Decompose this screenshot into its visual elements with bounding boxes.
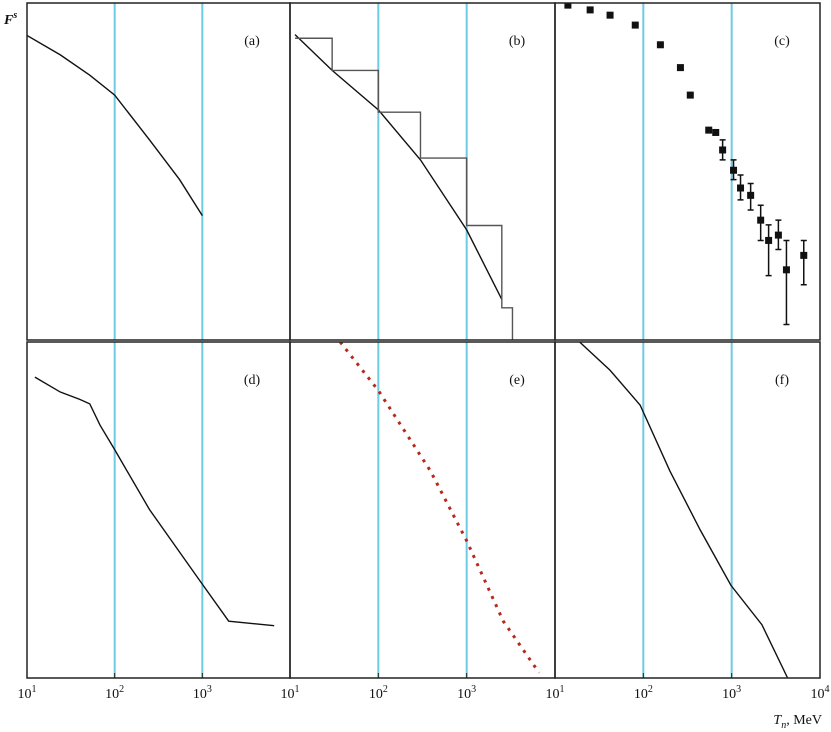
x-title-unit: , MeV (786, 713, 822, 728)
x-tick-label: 102 (369, 684, 388, 702)
data-point (737, 184, 745, 192)
tick-base: 10 (369, 687, 383, 702)
tick-exponent: 2 (119, 684, 124, 695)
data-point (765, 236, 773, 244)
tick-exponent: 3 (736, 684, 741, 695)
x-title-main: T (773, 713, 782, 728)
tick-base: 10 (281, 687, 295, 702)
step-line (295, 37, 514, 340)
panel-label: (c) (774, 34, 790, 49)
tick-base: 10 (193, 687, 207, 702)
data-point (712, 128, 720, 136)
data-point (730, 166, 738, 174)
tick-exponent: 2 (383, 684, 388, 695)
tick-base: 10 (457, 687, 471, 702)
tick-exponent: 1 (295, 684, 300, 695)
data-line (579, 342, 789, 678)
panel-frame (26, 2, 291, 341)
tick-exponent: 1 (32, 684, 37, 695)
error-bar (765, 224, 772, 277)
data-point (631, 21, 639, 29)
x-tick-label: 102 (634, 684, 653, 702)
data-point (774, 231, 782, 239)
data-point (686, 91, 694, 99)
data-line (294, 34, 503, 300)
x-tick-label: 101 (18, 684, 37, 702)
data-point (606, 11, 614, 19)
panel-frame (554, 2, 821, 341)
tick-exponent: 3 (207, 684, 212, 695)
y-axis-title: Fs (3, 10, 17, 28)
tick-base: 10 (722, 687, 736, 702)
tick-exponent: 2 (648, 684, 653, 695)
panel-label: (b) (509, 34, 526, 49)
data-line (27, 34, 203, 217)
data-point (564, 3, 572, 9)
error-bar (783, 239, 790, 326)
panel (579, 342, 789, 678)
panel-frame (26, 341, 291, 679)
data-point (782, 266, 790, 274)
data-point (747, 191, 755, 199)
tick-base: 10 (18, 687, 32, 702)
data-point (676, 64, 684, 72)
y-title-main: F (3, 13, 14, 28)
x-tick-label: 101 (546, 684, 565, 702)
panel-label: (d) (244, 373, 261, 388)
tick-base: 10 (105, 687, 119, 702)
panel (34, 342, 275, 678)
panel-frame (554, 341, 821, 679)
panel (564, 3, 808, 340)
panel (339, 342, 541, 678)
panel-frame (289, 341, 556, 679)
tick-base: 10 (811, 687, 825, 702)
panel-label: (e) (509, 373, 525, 388)
x-axis-title: Tn, MeV (773, 713, 822, 731)
x-tick-label: 102 (105, 684, 124, 702)
data-point (757, 216, 765, 224)
error-bar (800, 239, 807, 286)
tick-exponent: 4 (825, 684, 830, 695)
x-tick-label: 103 (457, 684, 476, 702)
data-line (34, 376, 275, 627)
tick-base: 10 (634, 687, 648, 702)
data-point (719, 146, 727, 154)
data-point (705, 126, 713, 134)
data-point (656, 41, 664, 49)
data-point (586, 6, 594, 14)
x-tick-label: 103 (193, 684, 212, 702)
x-title-sub: n (781, 720, 786, 731)
panel-label: (f) (775, 373, 789, 388)
tick-base: 10 (546, 687, 560, 702)
data-line (339, 342, 541, 674)
panel-label: (a) (244, 34, 260, 49)
tick-exponent: 1 (560, 684, 565, 695)
tick-exponent: 3 (471, 684, 476, 695)
x-tick-label: 104 (811, 684, 830, 702)
panel (294, 3, 514, 340)
panel (27, 3, 204, 340)
data-point (800, 251, 808, 259)
y-title-sup: s (12, 10, 17, 21)
x-tick-label: 101 (281, 684, 300, 702)
x-tick-label: 103 (722, 684, 741, 702)
panel-frame (289, 2, 556, 341)
